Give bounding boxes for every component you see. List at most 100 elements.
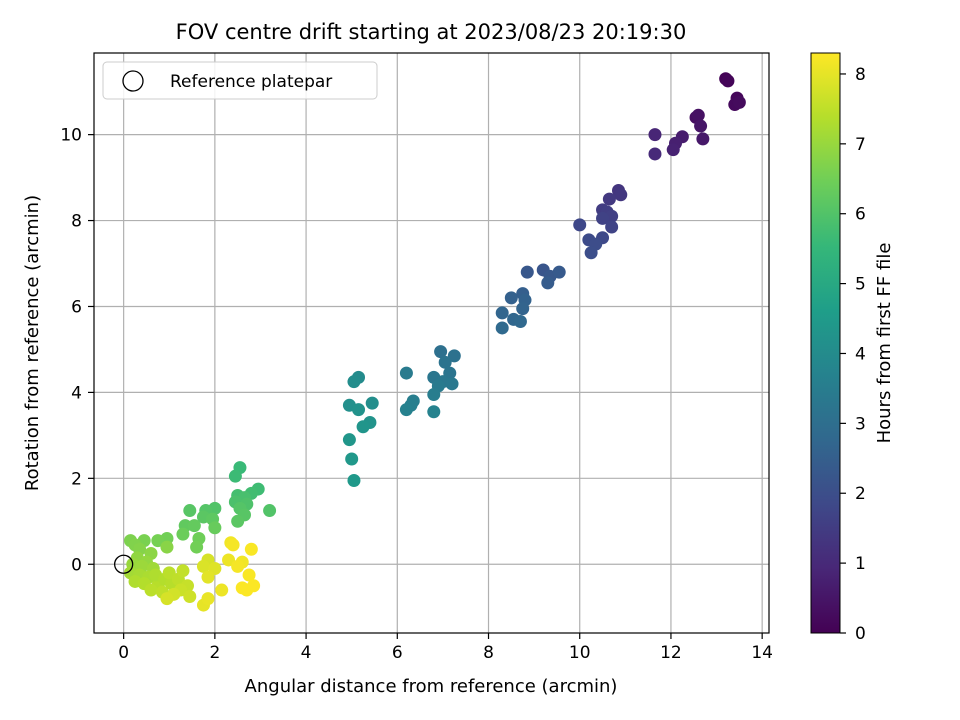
colorbar-tick-label: 4 [855, 344, 866, 364]
data-point [263, 504, 277, 518]
data-point [226, 538, 240, 552]
chart-title: FOV centre drift starting at 2023/08/23 … [176, 20, 687, 44]
data-point [242, 568, 256, 582]
x-tick-label: 4 [301, 643, 312, 663]
x-tick-label: 8 [483, 643, 494, 663]
data-point [648, 147, 662, 161]
data-point [427, 405, 441, 419]
data-point [176, 527, 190, 541]
data-point [584, 246, 598, 260]
data-point [176, 564, 190, 578]
data-point [513, 315, 527, 329]
y-tick-label: 4 [71, 383, 82, 403]
data-point [438, 355, 452, 369]
data-point [342, 433, 356, 447]
data-point [347, 375, 361, 389]
y-tick-label: 6 [71, 297, 82, 317]
data-point [732, 95, 746, 109]
data-point [215, 583, 229, 597]
data-point [447, 349, 461, 363]
data-point [151, 534, 165, 548]
data-point [144, 583, 158, 597]
y-tick-label: 10 [60, 126, 82, 146]
data-point [231, 559, 245, 573]
legend: Reference platepar [102, 61, 378, 100]
data-point [427, 388, 441, 402]
data-point [504, 291, 518, 305]
data-point [495, 306, 509, 320]
reference-platepar-marker [113, 554, 134, 574]
data-point [222, 553, 236, 567]
colorbar-ticks: 0 1 2 3 4 5 6 7 8 [840, 65, 866, 644]
legend-box [102, 61, 378, 100]
data-point [201, 570, 215, 584]
data-point [696, 132, 710, 146]
colorbar-tick-label: 1 [855, 554, 866, 574]
data-point [434, 345, 448, 359]
data-point [352, 403, 366, 417]
x-tick-label: 10 [569, 643, 591, 663]
data-point [520, 265, 534, 279]
colorbar-tick-label: 7 [855, 135, 866, 155]
colorbar-tick-label: 6 [855, 205, 866, 225]
data-point [365, 396, 379, 410]
data-point [231, 514, 245, 528]
colorbar [810, 52, 841, 634]
data-point [399, 366, 413, 380]
data-point [183, 589, 197, 603]
data-point [541, 276, 555, 290]
data-point [605, 220, 619, 234]
data-point [183, 504, 197, 518]
data-point [196, 559, 210, 573]
data-point [495, 321, 509, 335]
legend-marker-reference [122, 70, 144, 92]
data-point [691, 108, 705, 122]
data-point [648, 128, 662, 142]
data-point [573, 218, 587, 232]
data-point [160, 540, 174, 554]
x-tick-label: 0 [118, 643, 129, 663]
data-point [208, 521, 222, 535]
x-tick-label: 14 [751, 643, 773, 663]
colorbar-tick-label: 0 [855, 624, 866, 644]
data-point [694, 119, 708, 133]
data-point [347, 473, 361, 487]
y-axis-ticks: 0 2 4 6 8 10 [60, 126, 94, 575]
x-axis-ticks: 0 2 4 6 8 10 12 14 [118, 633, 773, 663]
data-point [596, 211, 610, 225]
data-point [201, 592, 215, 606]
colorbar-tick-label: 2 [855, 484, 866, 504]
y-tick-label: 8 [71, 212, 82, 232]
data-point [356, 420, 370, 434]
y-tick-label: 2 [71, 469, 82, 489]
data-point [552, 265, 566, 279]
data-point [247, 579, 261, 593]
colorbar-label: Hours from first FF file [874, 243, 895, 444]
data-point [345, 452, 359, 466]
y-tick-label: 0 [71, 555, 82, 575]
colorbar-tick-label: 8 [855, 65, 866, 85]
y-axis-label: Rotation from reference (arcmin) [22, 195, 43, 491]
data-point [721, 74, 735, 88]
colorbar-tick-label: 3 [855, 414, 866, 434]
data-point [228, 469, 242, 483]
data-point [614, 188, 628, 202]
x-tick-label: 2 [209, 643, 220, 663]
colorbar-tick-label: 5 [855, 275, 866, 295]
data-point [399, 403, 413, 417]
data-point [516, 302, 530, 316]
legend-label-reference: Reference platepar [170, 72, 332, 92]
data-point [666, 143, 680, 157]
data-point [190, 540, 204, 554]
data-point [602, 192, 616, 206]
data-point [244, 542, 258, 556]
x-tick-label: 12 [660, 643, 682, 663]
data-point [162, 566, 176, 580]
reference-marker [113, 554, 134, 574]
data-point [187, 519, 201, 533]
data-point [445, 377, 459, 391]
plot-area-frame [93, 52, 770, 634]
data-points [123, 72, 746, 612]
x-axis-label: Angular distance from reference (arcmin) [245, 676, 618, 697]
